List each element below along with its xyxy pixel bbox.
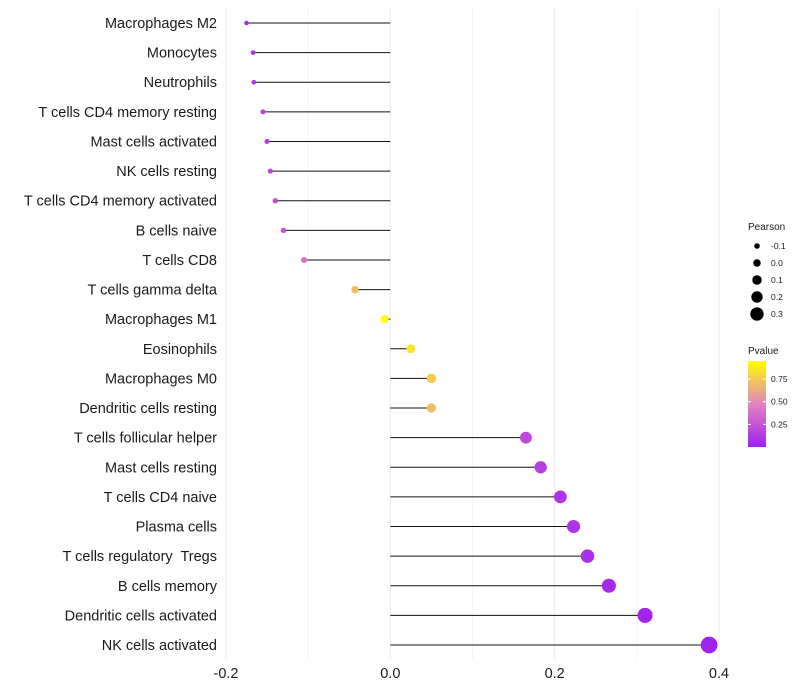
lollipop-dot [244,20,249,26]
lollipop-dot [260,109,266,115]
lollipop-dot [426,403,437,413]
lollipop-dot [267,168,273,174]
lollipop-dot [351,285,359,294]
y-tick-label: T cells regulatory Tregs [63,549,217,565]
y-tick-label: B cells memory [118,579,218,595]
y-tick-label: T cells CD8 [142,253,217,269]
y-tick-label: Dendritic cells activated [65,608,217,624]
y-tick-label: T cells gamma delta [88,283,218,299]
x-tick-label: -0.2 [214,666,239,682]
pearson-legend-key [750,307,764,321]
lollipop-dot [264,138,270,145]
pearson-legend-key [753,259,761,267]
pvalue-colorbar [748,361,766,447]
lollipop-dot [301,256,308,263]
lollipop-stems [246,22,710,646]
y-tick-label: T cells CD4 memory activated [24,194,217,210]
lollipop-dot [534,461,547,474]
pearson-legend-key [751,291,763,303]
pvalue-legend-title: Pvalue [748,346,779,357]
y-tick-label: Macrophages M1 [105,312,217,328]
x-tick-label: 0.2 [545,666,565,682]
lollipop-dot [601,578,616,593]
lollipop-dot [700,636,718,654]
lollipop-dot [580,549,595,563]
lollipop-dot [280,227,287,234]
lollipop-dot [380,315,389,324]
y-tick-label: Macrophages M0 [105,371,217,387]
pearson-legend-label: 0.0 [771,258,783,268]
lollipop-dot [250,50,256,55]
pvalue-color-legend: Pvalue 0.75 0.50 0.25 [748,346,788,447]
pearson-size-legend: Pearson -0.1 0.0 0.1 0.2 0.3 [748,222,786,321]
y-tick-label: B cells naive [136,223,217,239]
pearson-legend-key [752,275,762,285]
grid-lines [225,8,720,660]
y-tick-label: T cells CD4 naive [104,490,217,506]
y-tick-label: Eosinophils [143,342,217,358]
pvalue-legend-label: 0.75 [771,374,788,384]
lollipop-dot [554,490,567,504]
y-tick-label: Mast cells activated [90,134,217,150]
y-axis-tick-labels: Macrophages M2 Monocytes Neutrophils T cell… [24,16,218,654]
y-tick-label: Plasma cells [136,520,217,536]
lollipop-dot [406,344,416,354]
pvalue-legend-label: 0.25 [771,419,788,429]
pearson-legend-label: 0.2 [771,292,783,302]
pearson-legend-key [754,243,760,249]
lollipop-dot [272,198,278,204]
y-tick-label: Dendritic cells resting [79,401,217,417]
y-tick-label: NK cells resting [116,164,217,180]
lollipop-dot [426,373,437,384]
lollipop-dots [244,20,718,654]
pearson-legend-title: Pearson [748,222,785,233]
pearson-legend-label: 0.3 [771,309,783,319]
x-axis-tick-labels: -0.2 0.0 0.2 0.4 [214,666,730,682]
y-tick-label: T cells CD4 memory resting [38,105,217,121]
y-tick-label: Monocytes [147,46,217,62]
x-tick-label: 0.4 [709,666,729,682]
pearson-legend-label: -0.1 [771,241,786,251]
y-tick-label: NK cells activated [102,638,217,654]
lollipop-dot [566,519,581,534]
y-tick-label: Mast cells resting [105,460,217,476]
x-tick-label: 0.0 [380,666,400,682]
lollipop-dot [251,79,257,85]
lollipop-dot [637,607,653,623]
y-tick-label: T cells follicular helper [74,431,217,447]
y-tick-label: Neutrophils [144,75,217,91]
pearson-legend-label: 0.1 [771,275,783,285]
lollipop-dot [519,431,532,444]
y-tick-label: Macrophages M2 [105,16,217,32]
pvalue-legend-label: 0.50 [771,397,788,407]
